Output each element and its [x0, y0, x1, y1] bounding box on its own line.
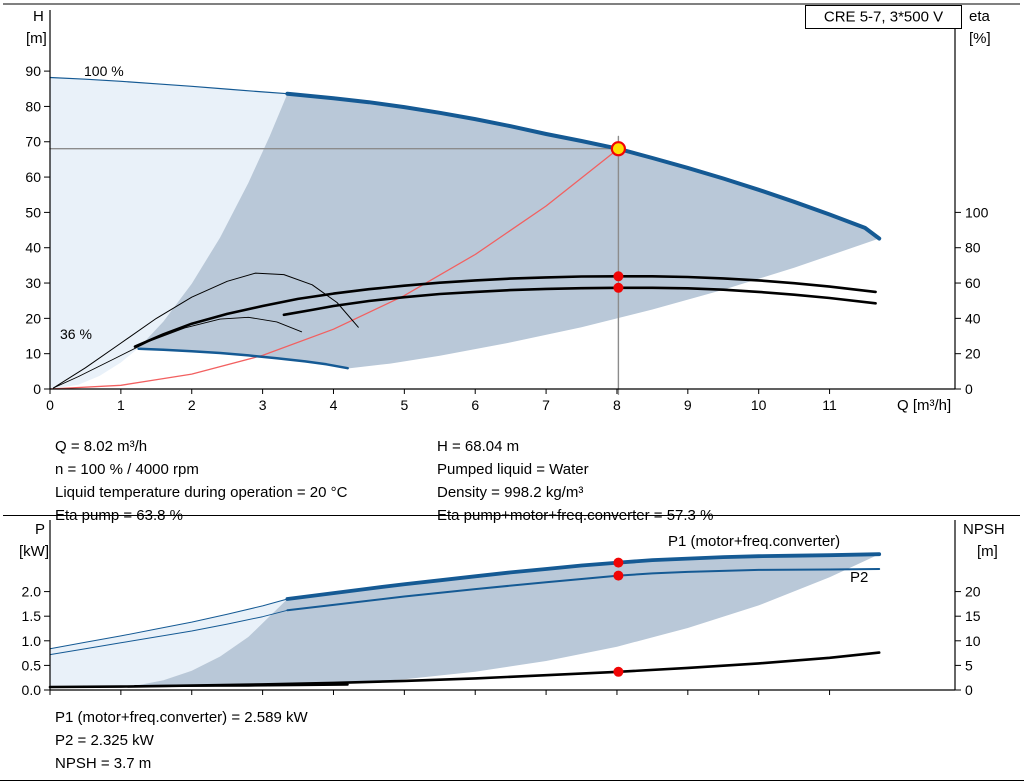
y2-tick-label: 0 — [965, 682, 973, 698]
chart-title-box — [805, 5, 962, 29]
power-envelope-area — [135, 554, 880, 687]
speed-range-pale-area — [50, 77, 288, 389]
eta-pump-text: Eta pump = 63.8 % — [55, 507, 183, 524]
x-tick-label: 8 — [613, 397, 621, 413]
y-tick-label: 60 — [25, 169, 41, 185]
p2-duty-dot — [613, 570, 624, 581]
x-tick-label: 6 — [471, 397, 479, 413]
duty-info-panel: Q = 8.02 m³/h n = 100 % / 4000 rpm Liqui… — [0, 432, 1024, 524]
duty-speed-text: n = 100 % / 4000 rpm — [55, 461, 199, 478]
y-axis-title-line2: [m] — [26, 30, 47, 47]
p1-curve — [285, 552, 882, 601]
p2-result-text: P2 = 2.325 kW — [55, 732, 154, 749]
eta-pump-dot — [613, 271, 624, 282]
y2-tick-label: 0 — [965, 381, 973, 397]
label-36-percent: 36 % — [60, 326, 92, 342]
x-axis-title: Q [m³/h] — [897, 397, 951, 414]
p2-curve-label: P2 — [850, 569, 868, 586]
x-tick-label: 11 — [822, 397, 837, 413]
duty-flow-text: Q = 8.02 m³/h — [55, 438, 148, 455]
x-tick-label: 9 — [684, 397, 692, 413]
y-tick-label: 0.0 — [22, 682, 42, 698]
duty-info-right-column: H = 68.04 m Pumped liquid = Water Densit… — [437, 435, 713, 527]
pump-curve-36pct — [137, 347, 349, 370]
y2-tick-label: 20 — [965, 346, 981, 362]
y-tick-label: 40 — [25, 240, 41, 256]
y-tick-label: 1.0 — [22, 633, 42, 649]
y2-tick-label: 20 — [965, 584, 981, 600]
eta-pump-curve — [133, 274, 877, 348]
pump-curve-extension — [49, 76, 288, 95]
y-axis-title-line1: P — [35, 521, 45, 538]
y2-tick-label: 10 — [965, 633, 981, 649]
x-tick-label: 2 — [188, 397, 196, 413]
duty-info-left-column: Q = 8.02 m³/h n = 100 % / 4000 rpm Liqui… — [55, 435, 347, 527]
pumped-liquid-text: Pumped liquid = Water — [437, 461, 589, 478]
chart-title-text: CRE 5-7, 3*500 V — [824, 9, 943, 26]
x-tick-label: 3 — [259, 397, 267, 413]
npsh-result-text: NPSH = 3.7 m — [55, 755, 152, 772]
p1-curve-label: P1 (motor+freq.converter) — [668, 533, 840, 550]
power-results-panel: P1 (motor+freq.converter) = 2.589 kW P2 … — [0, 700, 1024, 781]
y-tick-label: 90 — [25, 63, 41, 79]
x-tick-label: 5 — [400, 397, 408, 413]
y-axis-title-line2: [kW] — [19, 543, 49, 560]
y-tick-label: 50 — [25, 204, 41, 220]
y-tick-label: 10 — [25, 346, 41, 362]
y-tick-label: 20 — [25, 310, 41, 326]
y2-axis-title-line1: NPSH — [963, 521, 1005, 538]
pump-curve-100pct — [285, 91, 882, 241]
p1-result-text: P1 (motor+freq.converter) = 2.589 kW — [55, 709, 308, 726]
y2-tick-label: 40 — [965, 310, 981, 326]
x-tick-label: 4 — [330, 397, 338, 413]
y-tick-label: 1.5 — [22, 608, 42, 624]
y2-axis-title-line2: [m] — [977, 543, 998, 560]
y-tick-label: 2.0 — [22, 584, 42, 600]
y-tick-label: 80 — [25, 98, 41, 114]
npsh-curve — [48, 651, 881, 689]
x-tick-label: 10 — [751, 397, 767, 413]
y-tick-label: 30 — [25, 275, 41, 291]
y2-tick-label: 15 — [965, 608, 981, 624]
power-pale-area — [50, 599, 288, 689]
density-text: Density = 998.2 kg/m³ — [437, 484, 584, 501]
system-curve — [49, 148, 620, 390]
label-100-percent: 100 % — [84, 63, 124, 79]
y-axis-title-line1: H — [33, 8, 44, 25]
y2-tick-label: 60 — [965, 275, 981, 291]
liquid-temperature-text: Liquid temperature during operation = 20… — [55, 484, 348, 501]
y-tick-label: 0.5 — [22, 657, 42, 673]
hq-eta-chart: 0 1 2 3 4 5 6 7 8 9 10 11 0 10 20 30 40 50 60 70 80 90 0 20 40 60… — [3, 3, 1020, 414]
x-tick-label: 0 — [46, 397, 54, 413]
y2-tick-label: 5 — [965, 657, 973, 673]
x-tick-label: 1 — [117, 397, 125, 413]
npsh-duty-dot — [613, 666, 624, 677]
x-tick-label: 7 — [542, 397, 550, 413]
duty-point-marker — [610, 141, 627, 157]
y2-tick-label: 100 — [965, 204, 989, 220]
eta-total-curve — [282, 286, 877, 317]
duty-head-text: H = 68.04 m — [437, 438, 520, 455]
eta-envelope-arc-inner — [53, 316, 303, 389]
y-tick-label: 0 — [33, 381, 41, 397]
p2-curve-extension — [49, 609, 288, 656]
eta-envelope-arc-outer — [53, 272, 359, 389]
eta-total-dot — [613, 282, 624, 293]
eta-total-text: Eta pump+motor+freq.converter = 57.3 % — [437, 507, 714, 524]
y2-axis-title-line2: [%] — [969, 30, 991, 47]
power-npsh-chart: 0.0 0.5 1.0 1.5 2.0 0 5 10 15 20 P1 (motor+freq.co… — [3, 515, 1020, 698]
p1-duty-dot — [613, 557, 624, 568]
y2-axis-title-line1: eta — [969, 8, 991, 25]
p1-curve-extension — [49, 598, 288, 650]
y-tick-label: 70 — [25, 134, 41, 150]
y2-tick-label: 80 — [965, 240, 981, 256]
